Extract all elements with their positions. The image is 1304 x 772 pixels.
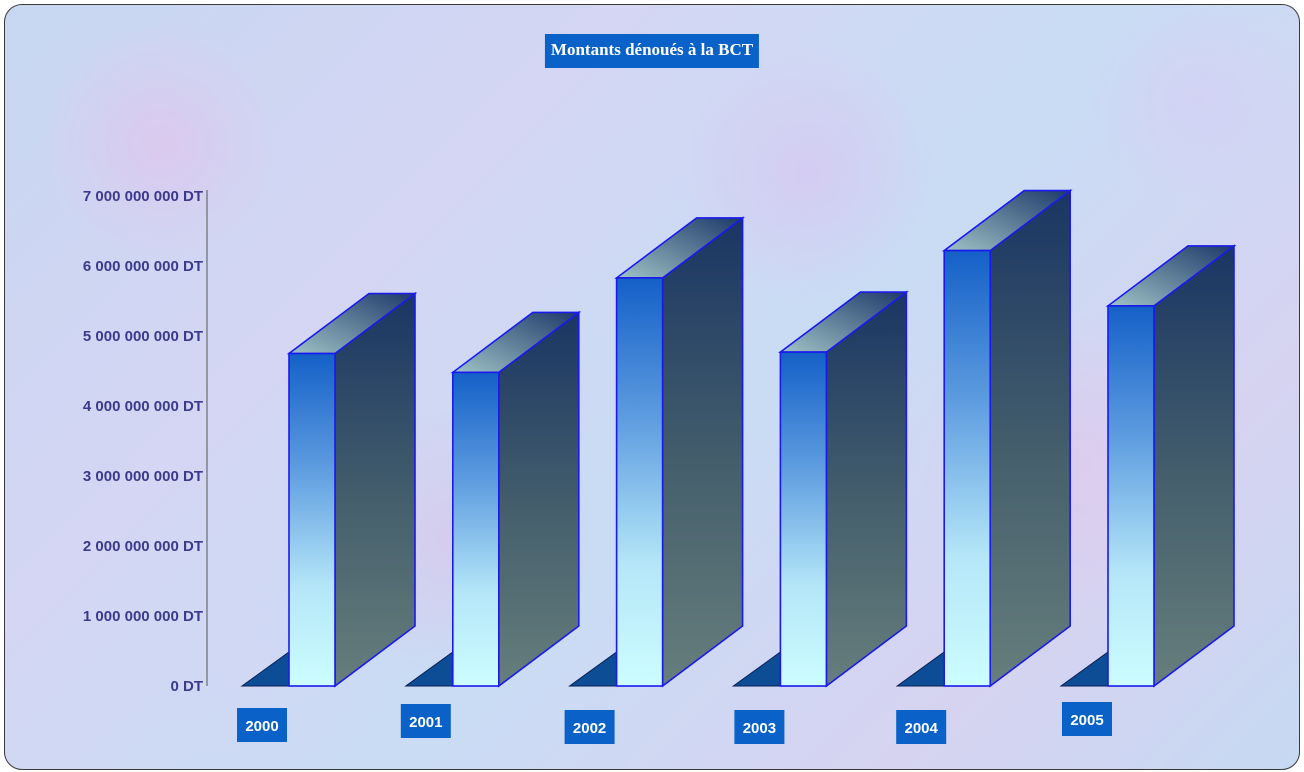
x-category-label: 2002 (564, 710, 615, 744)
bar-2003 (731, 290, 909, 688)
x-category-label-text: 2000 (245, 718, 278, 735)
bar-front-face (779, 351, 828, 687)
bar-floor-shadow (731, 651, 781, 687)
x-category-label-box (237, 708, 287, 742)
bar-side-face (497, 310, 580, 688)
x-category-label-box (400, 704, 451, 738)
bar-side-face (989, 189, 1071, 688)
x-category-label-text: 2003 (743, 720, 776, 737)
bar-front-face (1107, 305, 1155, 687)
x-category-label-box (734, 710, 785, 744)
x-category-label: 2003 (734, 710, 785, 744)
y-tick-label: 6 000 000 000 DT (83, 258, 203, 275)
y-tick-label: 5 000 000 000 DT (83, 328, 203, 345)
bar-floor-shadow (404, 651, 454, 687)
y-tick-label: 1 000 000 000 DT (83, 608, 203, 625)
bar-2004 (895, 189, 1073, 688)
bar-side-face (334, 291, 416, 688)
bar-side-face (1153, 244, 1235, 688)
x-category-label-text: 2005 (1070, 712, 1103, 729)
y-tick-label: 4 000 000 000 DT (83, 398, 203, 415)
bar-front-face (451, 371, 500, 687)
y-tick-label: 2 000 000 000 DT (83, 538, 203, 555)
bar-floor-shadow (568, 651, 618, 687)
y-tick-label: 3 000 000 000 DT (83, 468, 203, 485)
chart-title: Montants dénoués à la BCT (544, 34, 760, 68)
x-category-label-text: 2004 (905, 720, 939, 737)
x-category-label-box (1062, 702, 1112, 736)
x-category-label: 2005 (1062, 702, 1112, 736)
x-category-label-box (564, 710, 615, 744)
bar-2002 (568, 216, 745, 688)
y-tick-label: 0 DT (170, 678, 203, 695)
x-category-label: 2004 (896, 710, 947, 744)
bar-floor-shadow (1059, 651, 1109, 687)
x-category-label: 2000 (237, 708, 287, 742)
bar-side-face (661, 216, 744, 688)
bar-front-face (943, 249, 992, 687)
y-tick-label: 7 000 000 000 DT (83, 188, 203, 205)
bar-floor-shadow (895, 651, 945, 687)
x-category-label-text: 2002 (573, 720, 606, 737)
bar-2000 (240, 291, 418, 688)
x-category-label: 2001 (400, 704, 451, 738)
bar-side-face (825, 290, 908, 688)
bar-2005 (1059, 244, 1237, 688)
bar-front-face (288, 352, 336, 687)
x-category-label-text: 2001 (409, 714, 442, 731)
bar-floor-shadow (240, 651, 290, 687)
x-category-label-box (896, 710, 947, 744)
bar-2001 (404, 310, 582, 688)
bar-front-face (615, 277, 664, 687)
